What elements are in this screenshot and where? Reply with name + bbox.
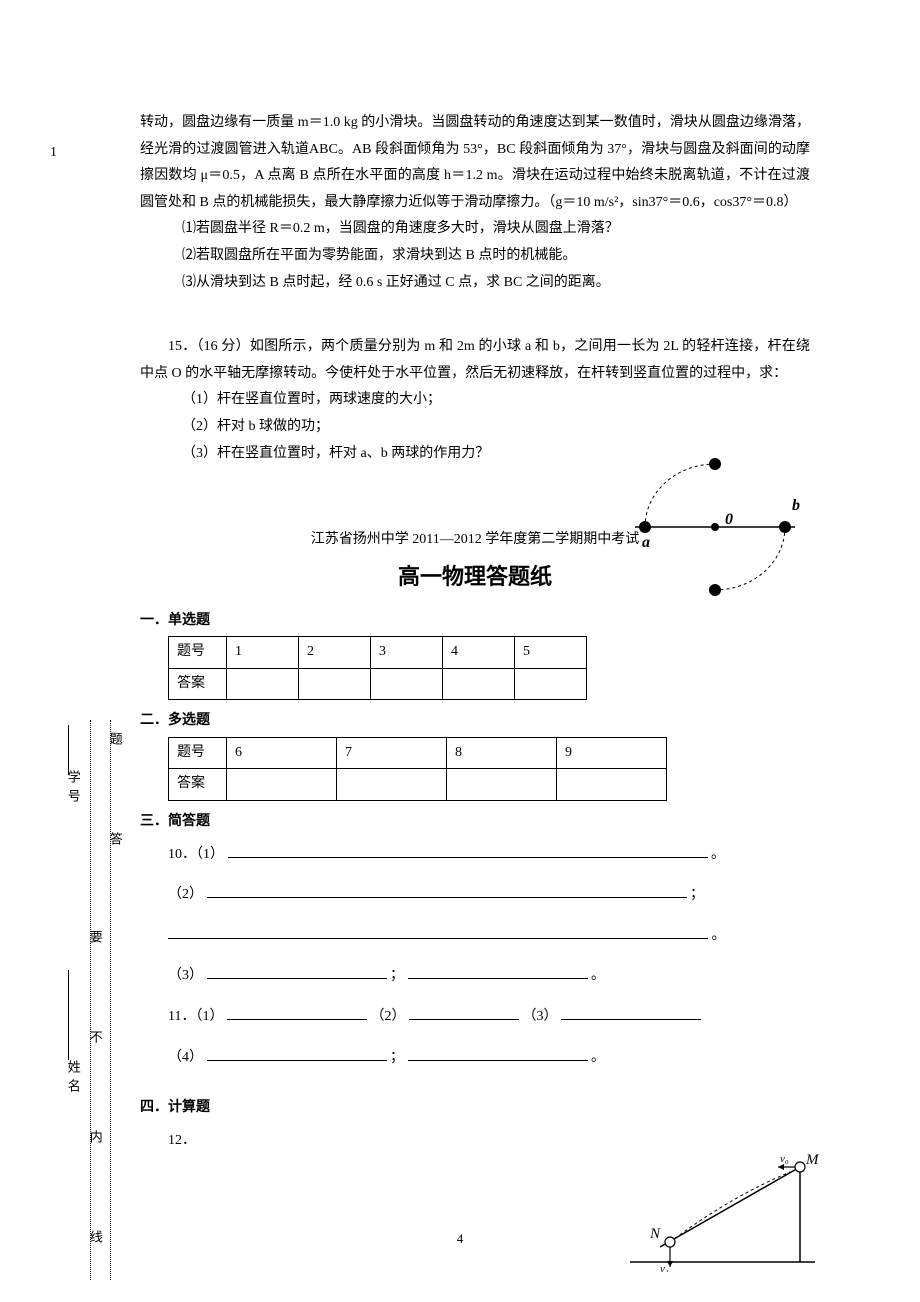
table-cell: 9	[557, 737, 667, 769]
q11-4-line: （4） ； 。	[168, 1045, 810, 1072]
blank-field[interactable]	[168, 925, 708, 939]
blank-field[interactable]	[207, 1047, 387, 1061]
q15-sub1: （1）杆在竖直位置时，两球速度的大小；	[140, 387, 810, 414]
label-b: b	[792, 497, 800, 514]
table-multi-choice: 题号 6 7 8 9 答案	[168, 737, 667, 801]
table-cell[interactable]	[447, 769, 557, 801]
table-header-cell: 题号	[169, 737, 227, 769]
q11-3-label: （3）	[522, 1009, 557, 1024]
table-cell: 1	[227, 637, 299, 669]
side-label-xuehao: 学号	[60, 770, 85, 808]
table-cell: 4	[443, 637, 515, 669]
table-row: 答案	[169, 668, 587, 700]
q10-2-label: （2）	[168, 887, 203, 902]
table-row: 题号 6 7 8 9	[169, 737, 667, 769]
binding-strip: 学号 题 答 要 不 内 线 姓名	[62, 740, 122, 1280]
period: 。	[591, 968, 605, 983]
page-container: 1 转动，圆盘边缘有一质量 m＝1.0 kg 的小滑块。当圆盘转动的角速度达到某…	[0, 0, 920, 1194]
q15-sub2: （2）杆对 b 球做的功；	[140, 414, 810, 441]
answer-sheet: 江苏省扬州中学 2011—2012 学年度第二学期期中考试 高一物理答题纸 一．…	[140, 527, 810, 1154]
table-cell: 7	[337, 737, 447, 769]
side-underline	[68, 725, 69, 775]
table-header-cell: 题号	[169, 637, 227, 669]
side-label-xian: 线	[82, 1230, 107, 1249]
dotted-line-icon	[110, 720, 111, 1280]
q14-sub1: ⑴若圆盘半径 R＝0.2 m，当圆盘的角速度多大时，滑块从圆盘上滑落？	[140, 216, 810, 243]
dotted-line-icon	[90, 720, 91, 1280]
q11-line: 11．（1） （2） （3）	[168, 1004, 810, 1031]
side-label-xingming: 姓名	[60, 1060, 85, 1098]
table-cell[interactable]	[443, 668, 515, 700]
q10-3-line: （3） ； 。	[168, 963, 810, 990]
table-single-choice: 题号 1 2 3 4 5 答案	[168, 636, 587, 700]
q11-1-label: 11．（1）	[168, 1009, 223, 1024]
table-header-cell: 答案	[169, 769, 227, 801]
q15-head: 15．（16 分）如图所示，两个质量分别为 m 和 2m 的小球 a 和 b，之…	[140, 334, 810, 387]
table-cell: 2	[299, 637, 371, 669]
section-single-choice: 一．单选题	[140, 608, 810, 635]
label-v1: v₁	[660, 1263, 669, 1272]
table-header-cell: 答案	[169, 668, 227, 700]
period: 。	[711, 847, 725, 862]
label-a: a	[642, 534, 650, 551]
section-short-answer: 三．简答题	[140, 809, 810, 836]
blank-field[interactable]	[207, 884, 687, 898]
q10-1-line: 10．（1） 。	[168, 842, 810, 869]
page-number: 4	[457, 1227, 464, 1252]
q10-2-line2: 。	[168, 923, 810, 950]
table-cell[interactable]	[515, 668, 587, 700]
blank-field[interactable]	[561, 1006, 701, 1020]
q11-4-label: （4）	[168, 1050, 203, 1065]
q14-paragraph: 转动，圆盘边缘有一质量 m＝1.0 kg 的小滑块。当圆盘转动的角速度达到某一数…	[140, 110, 810, 216]
semicolon: ；	[390, 968, 404, 983]
table-cell[interactable]	[337, 769, 447, 801]
blank-field[interactable]	[207, 965, 387, 979]
table-cell[interactable]	[227, 769, 337, 801]
table-cell: 3	[371, 637, 443, 669]
label-N: N	[649, 1226, 661, 1242]
side-underline	[68, 970, 69, 1060]
label-o: 0	[725, 511, 733, 528]
label-v0: v₀	[780, 1153, 789, 1165]
table-row: 题号 1 2 3 4 5	[169, 637, 587, 669]
q14-body: 转动，圆盘边缘有一质量 m＝1.0 kg 的小滑块。当圆盘转动的角速度达到某一数…	[140, 110, 810, 296]
blank-field[interactable]	[409, 1006, 519, 1020]
q11-2-label: （2）	[370, 1009, 405, 1024]
side-label-bu: 不	[82, 1030, 107, 1049]
period: 。	[712, 928, 726, 943]
table-cell[interactable]	[557, 769, 667, 801]
blank-field[interactable]	[228, 844, 708, 858]
table-cell[interactable]	[227, 668, 299, 700]
blank-field[interactable]	[408, 1047, 588, 1061]
semicolon: ；	[690, 887, 704, 902]
side-label-da: 答	[102, 832, 127, 851]
q10-1-label: 10．（1）	[168, 847, 224, 862]
side-label-yao: 要	[82, 930, 107, 949]
table-cell[interactable]	[371, 668, 443, 700]
q10-3-label: （3）	[168, 968, 203, 983]
q10-2-line: （2） ；	[168, 882, 810, 909]
table-cell: 8	[447, 737, 557, 769]
table-cell: 6	[227, 737, 337, 769]
mn-diagram: M N v₀ v₁	[620, 1152, 820, 1272]
q12-label: 12．	[168, 1128, 810, 1155]
blank-field[interactable]	[408, 965, 588, 979]
semicolon: ；	[390, 1050, 404, 1065]
side-label-nei: 内	[82, 1130, 107, 1149]
period: 。	[591, 1050, 605, 1065]
table-cell: 5	[515, 637, 587, 669]
q14-sub2: ⑵若取圆盘所在平面为零势能面，求滑块到达 B 点时的机械能。	[140, 243, 810, 270]
table-cell[interactable]	[299, 668, 371, 700]
label-M: M	[805, 1152, 820, 1168]
section-calc: 四．计算题	[140, 1095, 810, 1122]
q14-sub3: ⑶从滑块到达 B 点时起，经 0.6 s 正好通过 C 点，求 BC 之间的距离…	[140, 270, 810, 297]
table-row: 答案	[169, 769, 667, 801]
margin-number: 1	[50, 140, 57, 167]
blank-field[interactable]	[227, 1006, 367, 1020]
side-label-ti: 题	[102, 732, 127, 751]
section-multi-choice: 二．多选题	[140, 708, 810, 735]
q15-diagram: a b 0	[620, 452, 810, 602]
q15-body: 15．（16 分）如图所示，两个质量分别为 m 和 2m 的小球 a 和 b，之…	[140, 334, 810, 467]
